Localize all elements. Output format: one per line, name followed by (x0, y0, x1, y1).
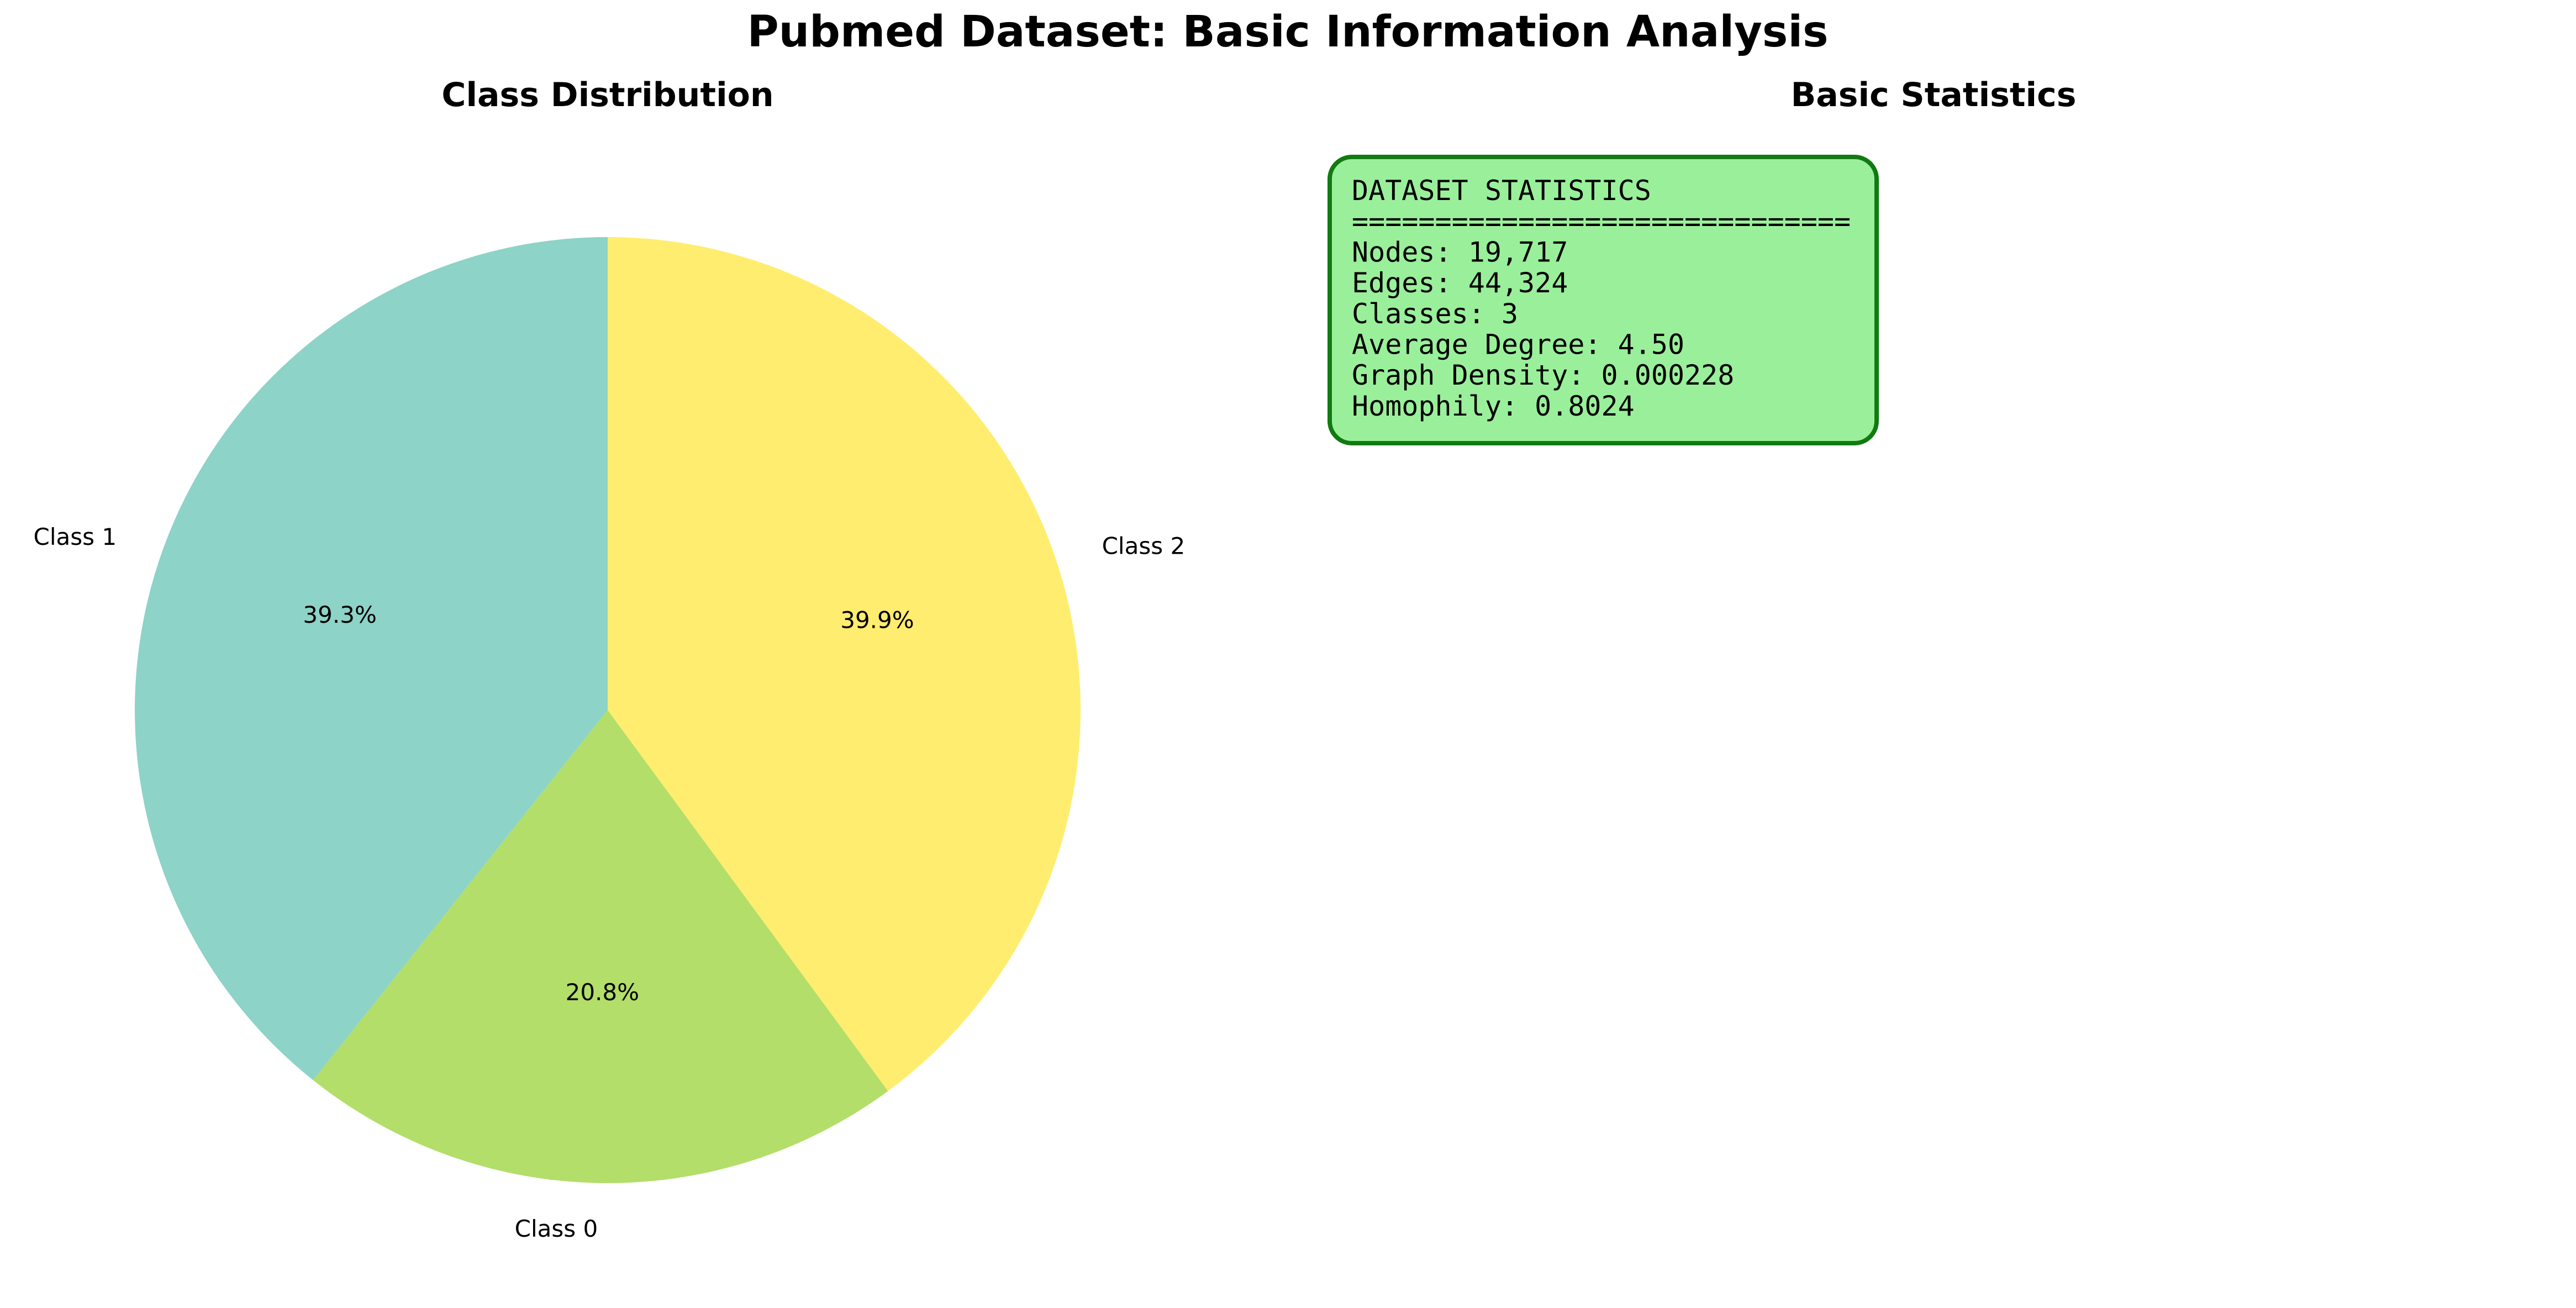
slice-percent-label: 39.3% (303, 601, 376, 628)
stats-line: Homophily: 0.8024 (1352, 390, 1635, 422)
slice-label: Class 2 (1102, 533, 1186, 560)
stats-separator: ============================== (1352, 206, 1851, 238)
stats-heading: DATASET STATISTICS (1352, 175, 1651, 207)
stats-line: Nodes: 19,717 (1352, 236, 1568, 268)
figure-title: Pubmed Dataset: Basic Information Analys… (747, 7, 1828, 57)
class-distribution-pie-chart: Class Distribution Class 1 39.3% Class 0 20… (34, 76, 1186, 1242)
slice-percent-label: 39.9% (840, 606, 914, 633)
stats-line: Graph Density: 0.000228 (1352, 359, 1734, 391)
pie-labels: Class 1 39.3% Class 0 20.8% Class 2 39.9% (34, 523, 1186, 1242)
slice-label: Class 1 (34, 523, 117, 550)
stats-line: Edges: 44,324 (1352, 267, 1568, 299)
stats-line: Average Degree: 4.50 (1352, 329, 1684, 361)
pie-chart-title: Class Distribution (441, 76, 773, 114)
pie-slice-class-0 (313, 710, 888, 1183)
stats-lines: DATASET STATISTICS======================… (1352, 175, 1851, 422)
stats-line: Classes: 3 (1352, 298, 1518, 330)
basic-statistics-panel: Basic Statistics DATASET STATISTICS=====… (1327, 76, 2077, 445)
pie-slices (134, 237, 1081, 1183)
slice-percent-label: 20.8% (566, 979, 639, 1006)
pie-slice-class-2 (608, 237, 1081, 1091)
stats-panel-title: Basic Statistics (1791, 76, 2077, 114)
stats-box (1327, 155, 1879, 445)
slice-label: Class 0 (515, 1215, 598, 1242)
pie-slice-class-1 (134, 237, 608, 1080)
